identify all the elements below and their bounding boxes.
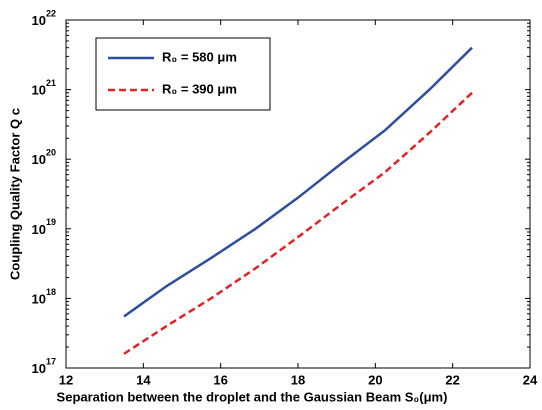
- y-tick-label: 10: [32, 153, 46, 168]
- x-tick-label: 16: [213, 372, 227, 387]
- x-tick-label: 24: [523, 372, 538, 387]
- y-tick-label: 10: [32, 222, 46, 237]
- y-tick-exponent: 19: [46, 217, 56, 227]
- y-tick-base: 10: [32, 83, 46, 98]
- y-tick-base: 10: [32, 292, 46, 307]
- x-axis-label: Separation between the droplet and the G…: [57, 389, 448, 404]
- y-tick-exponent: 17: [46, 356, 56, 366]
- y-tick-base: 10: [32, 222, 46, 237]
- x-tick-label: 18: [291, 372, 305, 387]
- y-tick-base: 10: [32, 361, 46, 376]
- y-tick-label: 10: [32, 13, 46, 28]
- legend-box: [95, 37, 271, 111]
- y-tick-exponent: 20: [46, 148, 56, 158]
- y-tick-exponent: 21: [46, 78, 56, 88]
- x-tick-label: 14: [136, 372, 151, 387]
- y-tick-base: 10: [32, 153, 46, 168]
- legend-label: R₀ = 580 μm: [162, 49, 237, 64]
- y-tick-label: 10: [32, 83, 46, 98]
- series-line: [123, 46, 473, 318]
- y-tick-exponent: 18: [46, 287, 56, 297]
- series-line: [123, 91, 473, 355]
- legend-label: R₀ = 390 μm: [162, 81, 237, 96]
- y-tick-label: 10: [32, 292, 46, 307]
- y-tick-exponent: 22: [46, 8, 56, 18]
- y-axis-label: Coupling Quality Factor Q c: [7, 108, 22, 280]
- y-tick-label: 10: [32, 361, 46, 376]
- x-tick-label: 12: [59, 372, 73, 387]
- x-tick-label: 22: [445, 372, 459, 387]
- y-tick-base: 10: [32, 13, 46, 28]
- x-tick-label: 20: [368, 372, 382, 387]
